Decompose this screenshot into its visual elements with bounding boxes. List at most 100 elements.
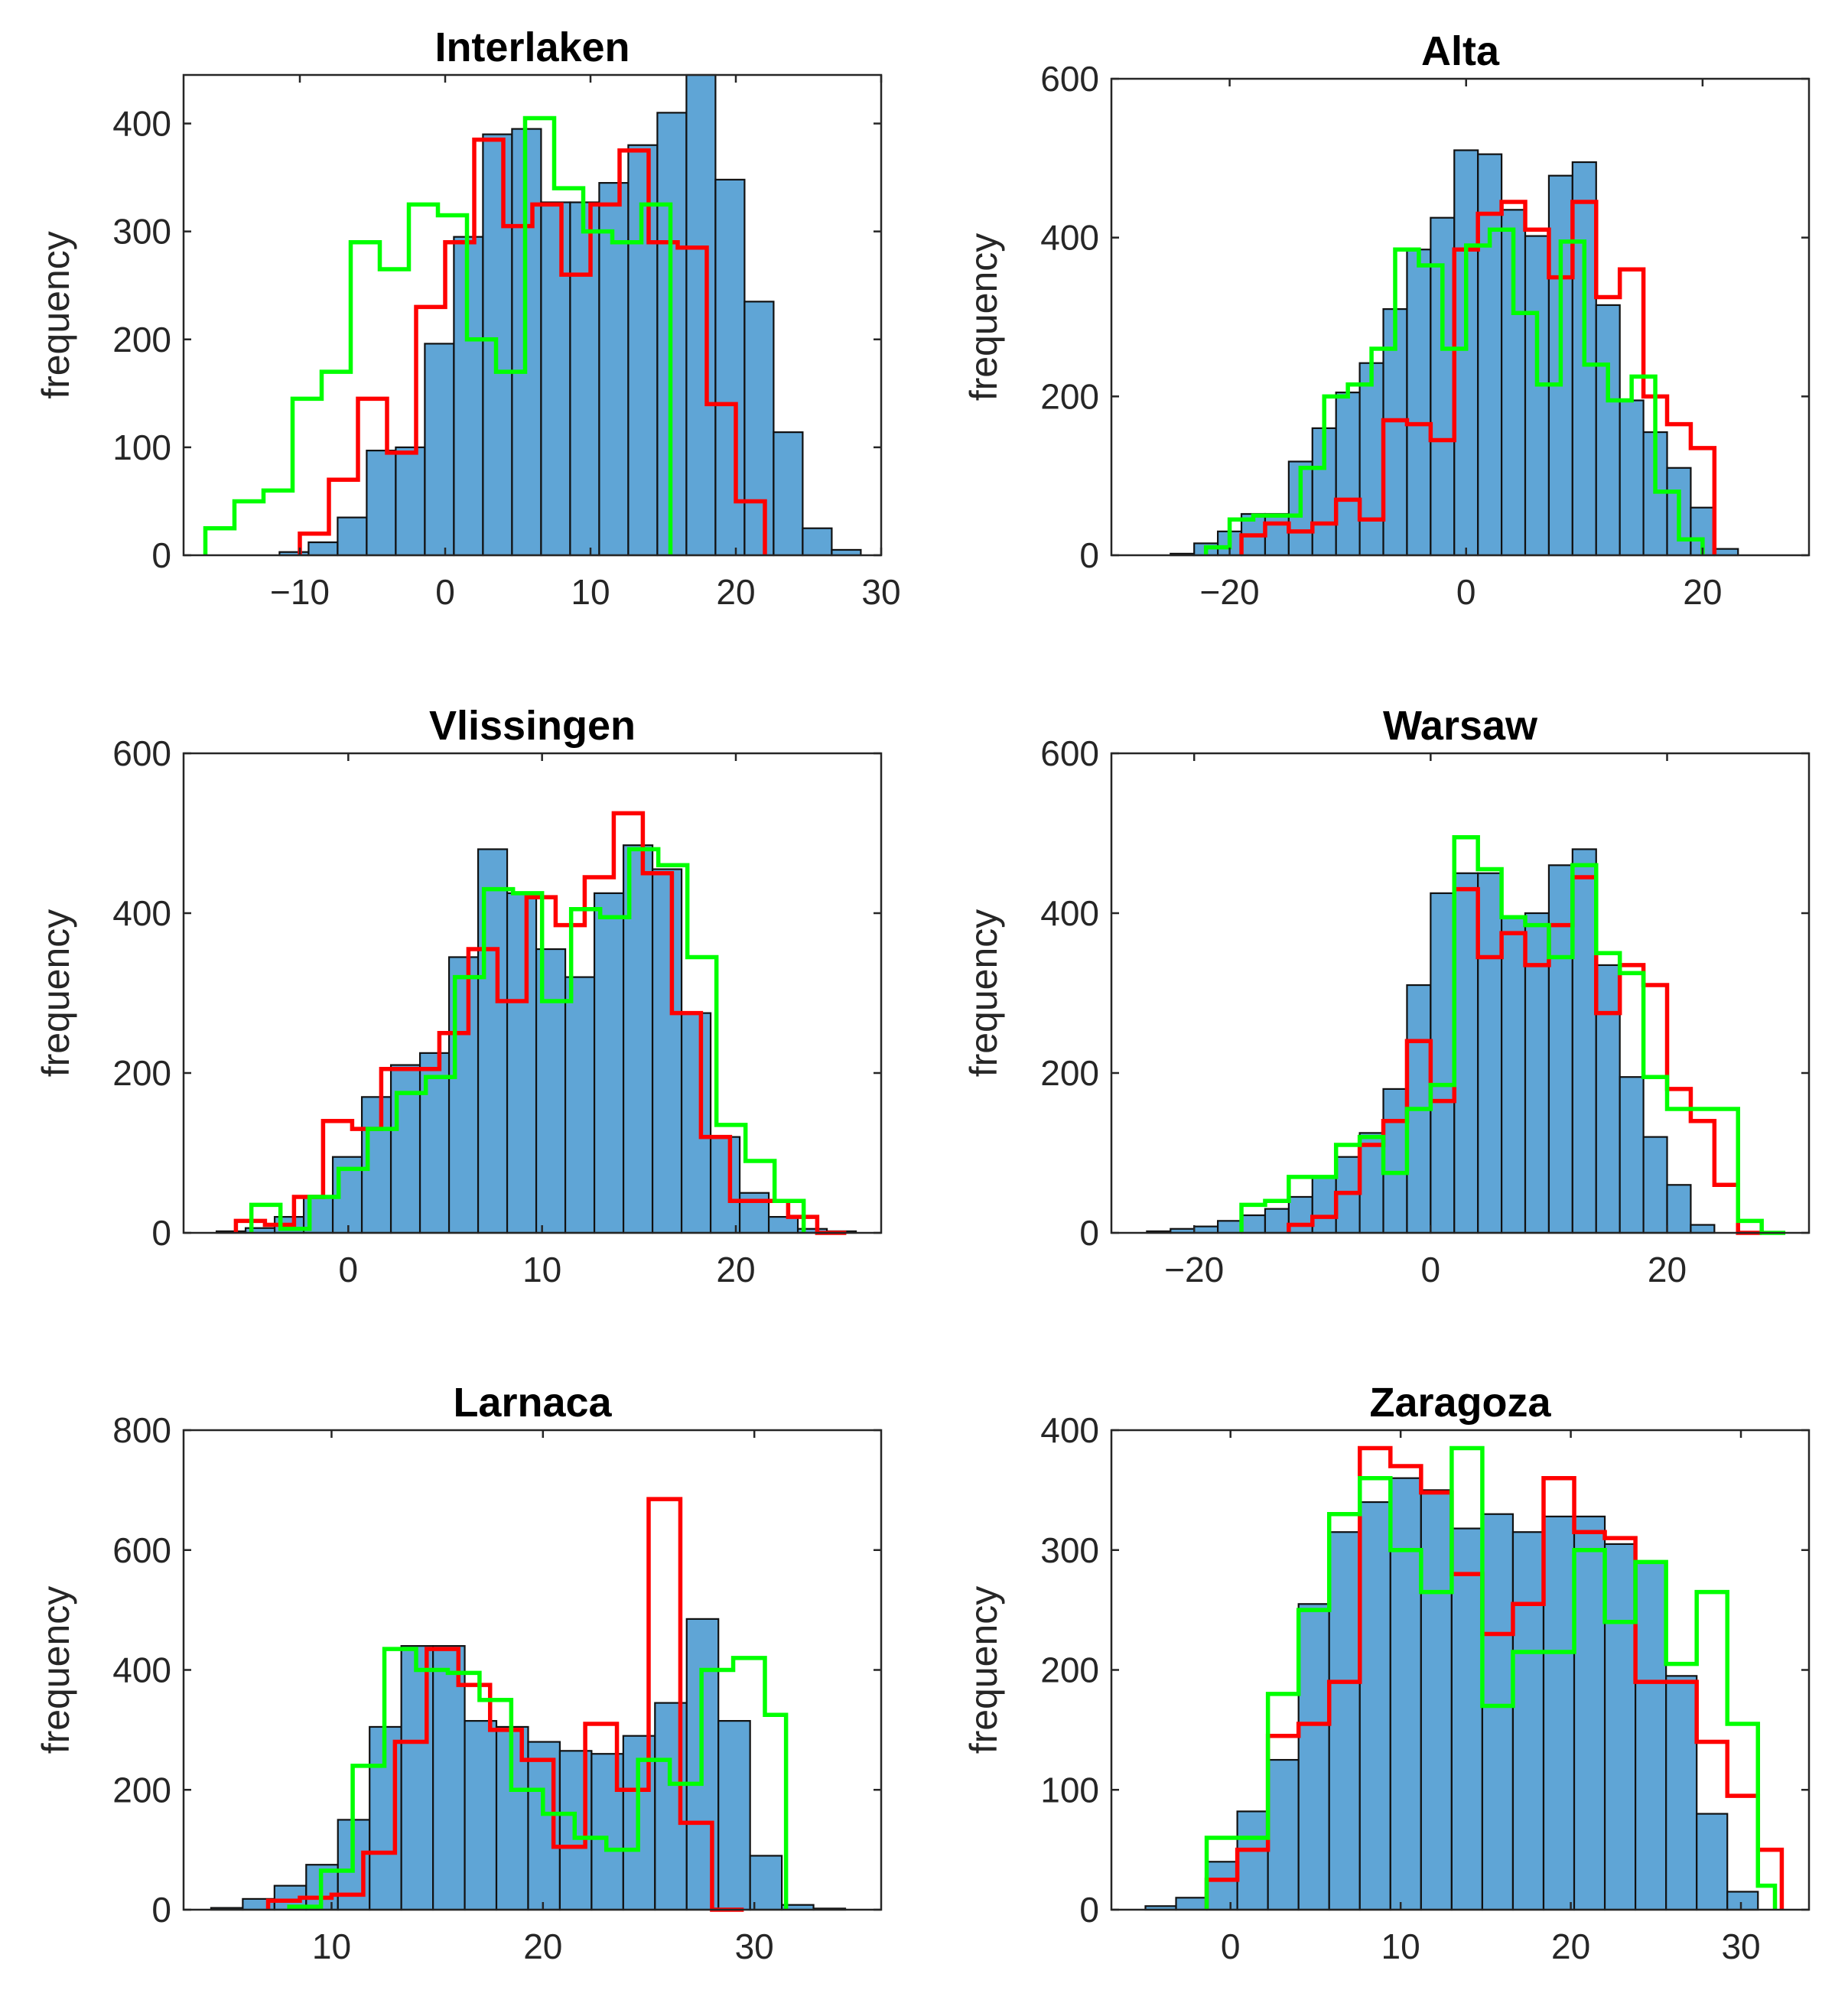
hist-bar	[540, 201, 571, 557]
x-tick-label: 20	[1683, 572, 1722, 612]
hist-bar	[1690, 1224, 1716, 1234]
y-tick-label: 200	[112, 1770, 171, 1810]
series-line-red	[298, 137, 767, 555]
y-tick-label: 200	[1040, 376, 1099, 416]
y-tick-label: 200	[112, 320, 171, 359]
hist-bar	[1382, 1088, 1408, 1234]
x-tick-label: 30	[861, 572, 900, 612]
hist-bar	[1666, 1184, 1692, 1234]
y-tick-label: 400	[112, 104, 171, 144]
hist-bar	[1264, 1208, 1290, 1234]
hist-bar	[1311, 1175, 1337, 1234]
y-tick-label: 400	[1040, 1410, 1099, 1450]
chart-title: Alta	[1421, 28, 1500, 74]
hist-bar	[714, 178, 746, 557]
hist-bar	[1430, 892, 1456, 1234]
hist-bar	[1595, 304, 1621, 557]
y-tick-label: 300	[112, 212, 171, 252]
y-tick-label: 0	[151, 1213, 171, 1253]
y-tick-label: 100	[112, 428, 171, 467]
hist-bar	[1595, 964, 1621, 1234]
x-tick-label: 20	[1551, 1927, 1590, 1966]
hist-bar	[680, 1012, 712, 1234]
hist-bar	[1726, 1891, 1759, 1911]
hist-bar	[1524, 912, 1550, 1234]
hist-bar	[1477, 872, 1503, 1234]
hist-bar	[1236, 1810, 1269, 1911]
y-tick-label: 0	[151, 535, 171, 575]
hist-bar	[1603, 1543, 1637, 1911]
y-tick-label: 300	[1040, 1530, 1099, 1570]
y-axis-label: frequency	[962, 1586, 1005, 1754]
axes-frame	[1110, 752, 1811, 1234]
x-tick-label: 20	[1648, 1250, 1687, 1289]
hist-bar	[1420, 1489, 1453, 1911]
y-tick-label: 600	[1040, 59, 1099, 99]
axes-frame	[1110, 77, 1811, 557]
y-tick-label: 400	[112, 1650, 171, 1690]
x-tick-label: 10	[1381, 1927, 1420, 1966]
series-line-green	[249, 847, 806, 1233]
hist-bar	[1240, 1214, 1267, 1234]
y-axis-label: frequency	[962, 909, 1005, 1078]
y-tick-label: 400	[1040, 218, 1099, 258]
x-tick-label: 30	[1721, 1927, 1760, 1966]
hist-bar	[1287, 1195, 1313, 1234]
x-tick-label: 10	[312, 1927, 351, 1966]
hist-bar	[767, 1215, 799, 1234]
hist-bar	[1635, 1561, 1667, 1911]
chart-title: Interlaken	[434, 24, 630, 70]
y-tick-label: 600	[1040, 733, 1099, 773]
hist-bar	[802, 527, 833, 557]
hist-bar	[389, 1064, 421, 1234]
hist-bar	[1453, 149, 1479, 557]
hist-bar	[464, 1720, 498, 1911]
x-tick-label: 0	[1221, 1927, 1241, 1966]
hist-bar	[685, 73, 717, 557]
y-axis-label: frequency	[34, 1586, 77, 1754]
y-tick-label: 400	[1040, 893, 1099, 933]
y-tick-label: 200	[112, 1053, 171, 1093]
y-tick-label: 0	[1079, 1213, 1099, 1253]
series-line-green	[287, 1647, 789, 1910]
y-tick-label: 0	[1079, 535, 1099, 575]
series-line-red	[233, 811, 847, 1235]
x-tick-label: 10	[522, 1250, 561, 1289]
y-tick-label: 0	[1079, 1890, 1099, 1930]
hist-bar	[1642, 1136, 1668, 1234]
chart-title: Warsaw	[1383, 703, 1538, 749]
chart-title: Vlissingen	[429, 703, 636, 749]
hist-bar	[1511, 1531, 1545, 1911]
hist-bar	[1328, 1531, 1361, 1911]
hist-bar	[593, 892, 625, 1234]
hist-bar	[1264, 512, 1290, 557]
hist-bar	[366, 450, 397, 557]
hist-bar	[709, 1136, 741, 1234]
hist-bar	[1335, 392, 1361, 557]
axes-frame	[182, 752, 883, 1234]
series-line-red	[1287, 875, 1762, 1235]
hist-bar	[651, 868, 683, 1234]
series-line-red	[1239, 200, 1717, 555]
hist-bar	[1665, 1675, 1698, 1911]
chart-title: Larnaca	[453, 1380, 612, 1426]
hist-bar	[1175, 1897, 1208, 1911]
chart-title: Zaragoza	[1369, 1380, 1551, 1426]
x-tick-label: 20	[716, 1250, 755, 1289]
y-axis-label: frequency	[34, 909, 77, 1078]
series-line-green	[1239, 834, 1786, 1235]
hist-bar	[307, 541, 339, 557]
hist-bar	[1358, 1501, 1391, 1911]
hist-bar	[1358, 362, 1384, 557]
series-line-green	[1203, 227, 1705, 555]
hist-bar	[1453, 872, 1479, 1234]
x-tick-label: −20	[1200, 572, 1260, 612]
hist-bar	[1205, 1861, 1238, 1911]
x-tick-label: 0	[339, 1250, 359, 1289]
series-line-green	[203, 115, 673, 555]
hist-bar	[1571, 848, 1597, 1234]
x-tick-label: 10	[571, 572, 610, 612]
hist-bar	[1297, 1603, 1330, 1911]
x-tick-label: −20	[1164, 1250, 1224, 1289]
